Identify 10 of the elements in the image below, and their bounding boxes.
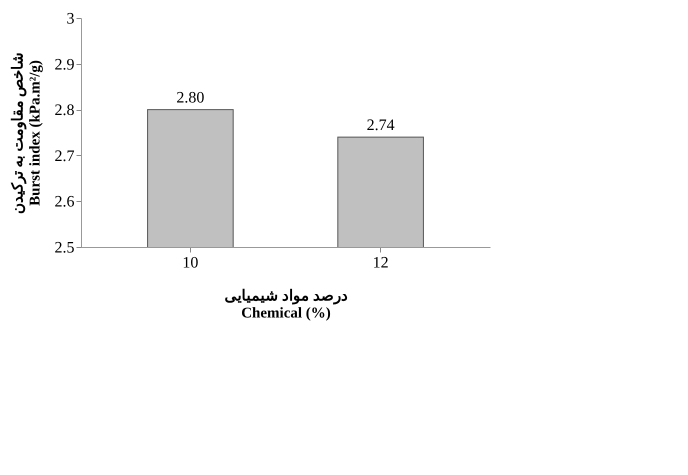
y-tick-label: 3 — [66, 10, 74, 28]
y-tick-label: 2.6 — [54, 194, 74, 211]
y-tick-label: 2.9 — [54, 56, 74, 74]
y-tick-label: 2.8 — [54, 102, 74, 120]
x-tick-label: 12 — [372, 254, 389, 272]
y-tick-label: 2.7 — [54, 148, 74, 165]
x-tick-label: 10 — [182, 254, 198, 272]
data-label: 2.74 — [366, 117, 395, 134]
data-label: 2.80 — [176, 90, 204, 107]
y-tick-label: 2.5 — [54, 240, 74, 256]
